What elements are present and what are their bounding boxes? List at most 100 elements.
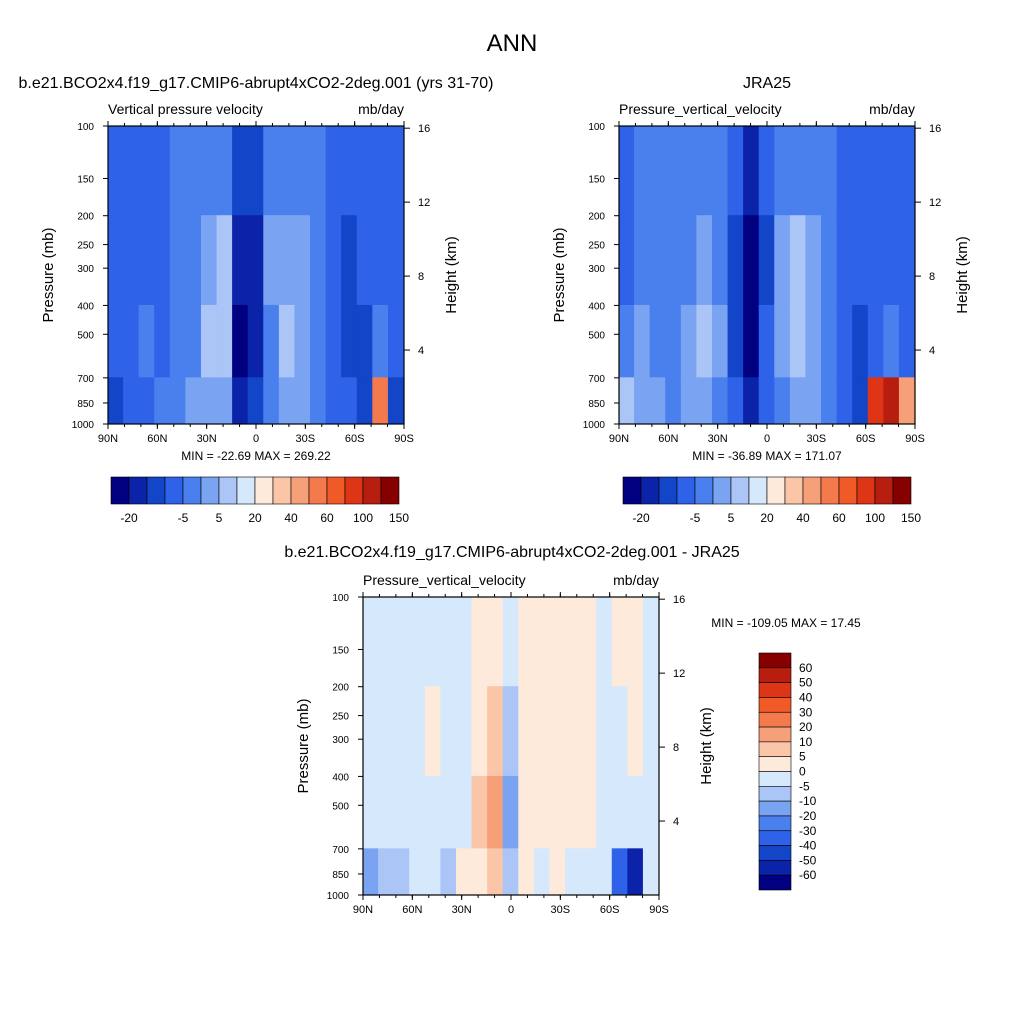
- field-cell: [665, 126, 682, 217]
- colorbar-label: 60: [320, 511, 334, 525]
- field-cell: [533, 597, 551, 688]
- field-cell: [821, 304, 838, 379]
- field-cell: [743, 126, 760, 217]
- field-cell: [758, 304, 776, 379]
- field-cell: [867, 304, 885, 379]
- colorbar-box: [200, 476, 220, 505]
- field-cell: [247, 215, 265, 306]
- field-cell: [455, 686, 473, 777]
- colorbar-box: [758, 667, 792, 683]
- field-cell: [487, 686, 504, 777]
- field-cell: [642, 775, 659, 850]
- y-tick-label: 150: [77, 174, 94, 185]
- y-tick-label: 850: [588, 399, 605, 410]
- y-tick-label: 250: [588, 241, 605, 252]
- field-cell: [649, 126, 667, 217]
- field-cell: [387, 377, 404, 424]
- field-cell: [627, 775, 644, 850]
- x-tick-label: 90N: [353, 904, 373, 916]
- y-tick-label: 700: [332, 845, 349, 856]
- panel-obs: 90N 60N 30N 0 30S 60S 90S 100 150 200 250 300 400 500…: [551, 75, 971, 525]
- field-cell: [263, 304, 280, 379]
- field-cell: [502, 775, 520, 850]
- field-cell: [627, 848, 644, 895]
- field-cell: [440, 686, 457, 777]
- field-cell: [743, 304, 760, 379]
- y2-axis-label: Height (km): [698, 707, 715, 785]
- colorbar-label: 20: [248, 511, 262, 525]
- colorbar-box: [758, 726, 792, 743]
- field-cell: [424, 686, 442, 777]
- y-tick-label: 100: [588, 122, 605, 133]
- field-cell: [852, 215, 869, 306]
- left-subtitle: Pressure_vertical_velocity: [619, 101, 782, 117]
- colorbar-box: [758, 741, 792, 757]
- left-subtitle: Vertical pressure velocity: [108, 101, 263, 117]
- field-cell: [138, 126, 156, 217]
- y-tick-label: 850: [77, 399, 94, 410]
- stats-label: MIN = -22.69 MAX = 269.22: [181, 449, 331, 463]
- field-cell: [596, 775, 613, 850]
- x-tick-label: 90N: [609, 433, 629, 445]
- colorbar-box: [758, 815, 792, 832]
- field-cell: [774, 126, 791, 217]
- field-cell: [200, 126, 218, 217]
- colorbar-box: [272, 476, 292, 505]
- field-cell: [565, 597, 582, 688]
- field-cell: [471, 686, 489, 777]
- field-cell: [440, 597, 457, 688]
- colorbar-label: 0: [799, 765, 806, 779]
- field-cell: [455, 848, 473, 895]
- field-cell: [356, 126, 374, 217]
- colorbar-box: [758, 845, 792, 861]
- field-cell: [325, 215, 343, 306]
- y-tick-label: 300: [77, 264, 94, 275]
- colorbar-label: 40: [284, 511, 298, 525]
- field-cell: [533, 775, 551, 850]
- field-cell: [372, 304, 389, 379]
- field-cell: [123, 304, 140, 379]
- panel-diff: 90N 60N 30N 0 30S 60S 90S100150200250300400500…: [284, 544, 861, 916]
- field-cell: [789, 377, 807, 424]
- colorbar-label: 5: [216, 511, 223, 525]
- colorbar-label: -50: [799, 853, 817, 867]
- y-tick-label: 1000: [327, 891, 350, 902]
- field-cell: [409, 775, 426, 850]
- y2-tick-label: 16: [418, 123, 430, 135]
- field-cell: [200, 304, 218, 379]
- field-cell: [883, 304, 900, 379]
- colorbar-box: [758, 682, 792, 698]
- y2-tick-label: 8: [673, 742, 679, 754]
- y-tick-label: 200: [332, 683, 349, 694]
- colorbar-label: -10: [799, 794, 817, 808]
- x-tick-label: 60N: [147, 433, 167, 445]
- y-tick-label: 200: [588, 212, 605, 223]
- field-model: [108, 126, 404, 424]
- colorbar-box: [892, 476, 912, 505]
- field-cell: [502, 848, 520, 895]
- field-cell: [263, 377, 280, 424]
- field-cell: [789, 126, 807, 217]
- field-cell: [627, 597, 644, 688]
- field-cell: [409, 848, 426, 895]
- y-tick-label: 250: [332, 712, 349, 723]
- x-tick-label: 30S: [551, 904, 571, 916]
- y2-tick-label: 12: [929, 197, 941, 209]
- colorbar-box: [758, 652, 792, 669]
- colorbar-box: [758, 800, 792, 817]
- x-tick-label: 90S: [394, 433, 414, 445]
- field-cell: [619, 304, 636, 379]
- field-cell: [898, 126, 915, 217]
- field-cell: [898, 304, 915, 379]
- field-cell: [393, 775, 411, 850]
- colorbar-box: [344, 476, 364, 505]
- colorbar-box: [110, 476, 130, 505]
- colorbar-label: -5: [178, 511, 189, 525]
- colorbar-box: [362, 476, 382, 505]
- field-cell: [356, 304, 374, 379]
- colorbar-box: [676, 476, 696, 505]
- field-cell: [611, 848, 629, 895]
- colorbar-label: -5: [799, 779, 810, 793]
- field-cell: [898, 377, 915, 424]
- field-cell: [821, 126, 838, 217]
